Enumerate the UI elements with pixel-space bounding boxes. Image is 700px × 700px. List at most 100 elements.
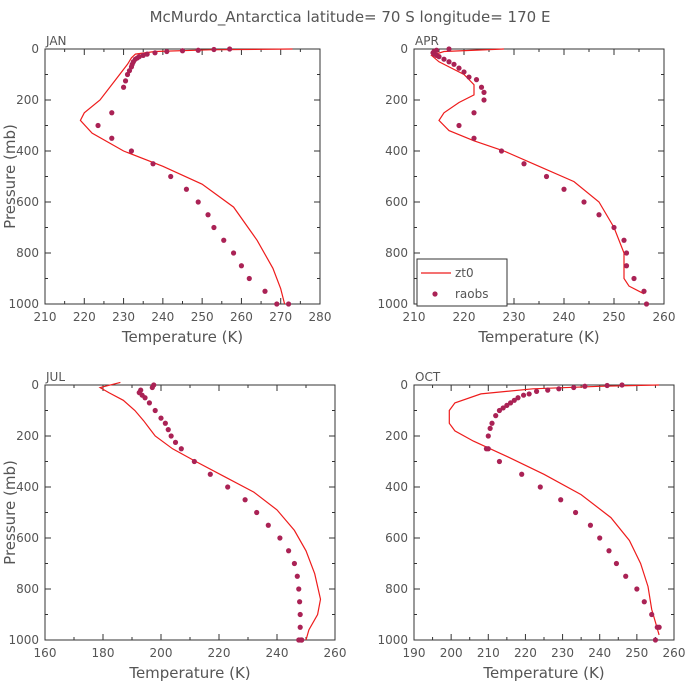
x-tick-label: 210 <box>477 646 500 660</box>
data-point-raobs <box>631 275 637 282</box>
data-point-raobs <box>277 535 283 541</box>
panel-oct: OCT 190 200 210 220 230 240 250 260 0 200 400 600 800… <box>377 370 685 682</box>
data-point-raobs <box>291 560 297 567</box>
x-tick-label: 230 <box>112 310 135 324</box>
y-tick-label: 600 <box>16 531 39 545</box>
y-axis-label: Pressure (mb) <box>1 124 19 229</box>
x-tick-label: 240 <box>151 310 174 324</box>
y-tick-label: 800 <box>385 582 408 596</box>
panel-label: JAN <box>45 34 67 48</box>
y-axis-label: Pressure (mb) <box>1 460 19 565</box>
x-tick-label: 180 <box>92 646 115 660</box>
data-point-raobs <box>561 186 567 192</box>
data-point-raobs <box>183 186 190 192</box>
data-point-raobs <box>604 382 610 389</box>
data-point-raobs <box>446 59 452 65</box>
data-point-raobs <box>225 484 231 490</box>
data-point-raobs <box>297 624 303 630</box>
data-point-raobs <box>205 212 211 218</box>
data-point-raobs <box>265 522 271 528</box>
data-point-raobs <box>124 71 131 78</box>
data-point-raobs <box>296 637 302 643</box>
data-point-raobs <box>498 148 505 154</box>
legend-label-zt0: zt0 <box>455 266 474 280</box>
x-tick-label: 260 <box>653 310 676 324</box>
data-point-raobs <box>487 425 493 431</box>
data-point-raobs <box>545 387 551 393</box>
x-tick-label: 160 <box>34 646 57 660</box>
data-point-raobs <box>168 173 174 180</box>
y-tick-label: 400 <box>16 480 39 494</box>
data-point-raobs <box>109 110 115 116</box>
y-tick-label: 200 <box>385 93 408 107</box>
data-point-raobs <box>471 135 477 141</box>
data-point-raobs <box>543 173 550 180</box>
data-point-raobs <box>558 497 564 503</box>
y-tick-label: 600 <box>385 195 408 209</box>
series-line-zt0 <box>430 48 645 295</box>
data-point-raobs <box>623 263 630 269</box>
data-point-raobs <box>296 586 302 592</box>
legend-label-raobs: raobs <box>455 287 489 301</box>
plot-area <box>430 46 650 307</box>
data-point-raobs <box>285 301 292 307</box>
data-point-raobs <box>613 560 620 567</box>
panel-label: APR <box>415 34 439 48</box>
series-line-zt0 <box>79 48 293 305</box>
y-tick-label: 400 <box>16 144 39 158</box>
panels: JAN 210 220 230 240 250 260 270 280 0 200 400 600 800… <box>1 34 685 682</box>
data-point-raobs <box>158 415 164 421</box>
data-point-raobs <box>520 392 527 398</box>
data-point-raobs <box>150 161 156 167</box>
data-point-raobs <box>126 68 133 74</box>
x-tick-label: 240 <box>553 310 576 324</box>
x-axis-label: Temperature (K) <box>477 328 599 346</box>
data-point-raobs <box>254 509 260 516</box>
data-point-raobs <box>456 65 462 71</box>
y-tick-label: 400 <box>385 480 408 494</box>
y-tick-label: 800 <box>16 246 39 260</box>
data-point-raobs <box>597 535 603 541</box>
x-tick-label: 200 <box>440 646 463 660</box>
data-point-raobs <box>606 548 612 554</box>
y-tick-label: 800 <box>385 246 408 260</box>
data-point-raobs <box>294 573 300 579</box>
data-point-raobs <box>504 402 510 408</box>
data-point-raobs <box>436 54 442 60</box>
y-tick-label: 800 <box>16 582 39 596</box>
y-tick-label: 600 <box>385 531 408 545</box>
y-tick-label: 1000 <box>8 297 39 311</box>
data-point-raobs <box>122 78 129 84</box>
x-tick-label: 250 <box>191 310 214 324</box>
data-point-raobs <box>195 47 201 53</box>
data-point-raobs <box>611 224 617 231</box>
panel-apr: APR 210 220 230 240 250 260 0 200 400 600 800 1000 Te… <box>377 34 675 346</box>
data-point-raobs <box>489 420 495 426</box>
x-tick-label: 250 <box>625 646 648 660</box>
x-tick-label: 260 <box>324 646 347 660</box>
x-tick-label: 270 <box>269 310 292 324</box>
data-point-raobs <box>456 122 462 129</box>
data-point-raobs <box>556 386 562 392</box>
data-point-raobs <box>643 301 650 307</box>
data-point-raobs <box>274 301 280 307</box>
legend-box <box>416 258 508 307</box>
series-line-zt0 <box>448 384 660 636</box>
x-tick-label: 240 <box>588 646 611 660</box>
data-point-raobs <box>128 64 135 70</box>
data-point-raobs <box>587 522 594 528</box>
data-point-raobs <box>179 48 186 54</box>
data-point-raobs <box>533 388 540 394</box>
data-point-raobs <box>652 637 659 643</box>
data-point-raobs <box>641 599 647 605</box>
plot-area <box>448 382 662 643</box>
data-point-raobs <box>507 400 514 406</box>
y-tick-label: 200 <box>385 429 408 443</box>
data-point-raobs <box>297 599 303 605</box>
plot-area <box>79 46 293 307</box>
data-point-raobs <box>500 405 506 411</box>
x-tick-label: 220 <box>514 646 537 660</box>
y-tick-label: 1000 <box>8 633 39 647</box>
data-point-raobs <box>496 458 503 465</box>
data-point-raobs <box>238 263 245 269</box>
